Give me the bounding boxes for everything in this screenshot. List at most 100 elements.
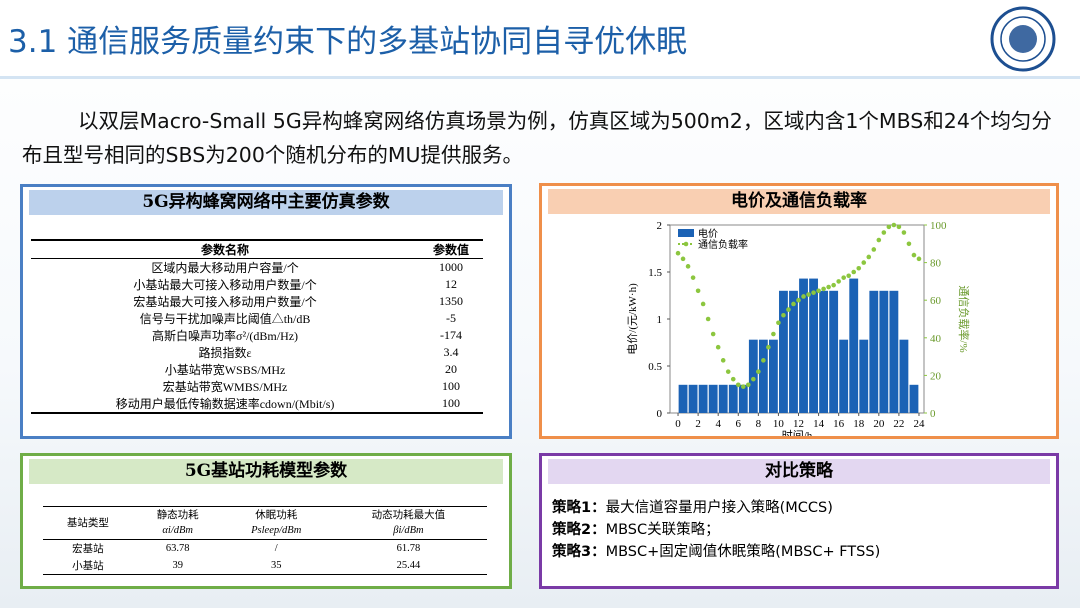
table-row: 移动用户最低传输数据速率cdown/(Mbit/s) 100 [31, 395, 483, 414]
x-tick-label: 22 [893, 418, 904, 430]
table-row: 宏基站 63.78 / 61.78 [43, 540, 487, 558]
line-point [836, 279, 841, 284]
line-point [746, 382, 751, 388]
line-point [756, 369, 761, 374]
line-point [685, 264, 691, 269]
header-text: 动态功耗最大值 [371, 510, 446, 521]
table-cell: 25.44 [329, 557, 487, 575]
line-point [766, 344, 771, 350]
header-row: 参数名称 参数值 [31, 239, 483, 259]
panel-title: 电价及通信负载率 [548, 189, 1050, 214]
table-cell: 宏基站最大可接入移动用户数量/个 [133, 295, 317, 309]
line-point [861, 260, 867, 265]
y-tick-label: 1 [657, 314, 663, 326]
bar [789, 290, 798, 413]
strategy-label: 策略2： [552, 522, 606, 538]
bar [688, 384, 698, 413]
table-cell: 3.4 [443, 345, 459, 359]
bar [678, 384, 688, 413]
table-cell: 39 [132, 557, 223, 575]
line-point [735, 382, 741, 388]
slide-title: 3.1 通信服务质量约束下的多基站协同自寻优休眠 [8, 24, 688, 60]
chart-panel: 电价及通信负载率 0 2 4 6 8 10 12 14 16 18 20 22 24 0 0.5 1 1.5 2 0… [539, 183, 1059, 439]
line-point [841, 275, 846, 280]
table-cell: 35 [222, 557, 330, 575]
line-point [776, 320, 781, 326]
bar [819, 290, 829, 413]
line-point [796, 297, 801, 303]
bar [768, 339, 778, 413]
bar [839, 339, 849, 413]
legend-swatch [683, 241, 689, 247]
table-cell: 移动用户最低传输数据速率cdown/(Mbit/s) [31, 395, 420, 414]
line-point [751, 376, 756, 382]
y2-tick-label: 0 [930, 408, 936, 420]
intro-text: 以双层Macro-Small 5G异构蜂窝网络仿真场景为例，仿真区域为500m2… [22, 109, 1052, 167]
bar [708, 384, 718, 413]
y-axis-title: 电价/(元/kW·h) [626, 283, 639, 355]
bar [718, 384, 728, 413]
header-cell: 动态功耗最大值 βi/dBm [329, 506, 487, 540]
line-point [866, 254, 872, 260]
strategy-item: 策略3：MBSC+固定阈值休眠策略(MBSC+ FTSS) [552, 540, 880, 561]
bar [738, 384, 748, 413]
table-cell: 小基站最大可接入移动用户数量/个 [133, 278, 317, 292]
line-point [801, 294, 806, 299]
legend-swatch [678, 229, 694, 237]
line-point [690, 275, 696, 280]
table-row: 区域内最大移动用户容量/个 1000 [31, 259, 483, 277]
header-cell: 参数值 [419, 239, 483, 259]
bar [809, 278, 818, 413]
x-tick-label: 8 [756, 418, 762, 430]
table-row: 宏基站带宽WMBS/MHz 100 [31, 378, 483, 395]
table-row: 信号与干扰加噪声比阈值△th/dB -5 [31, 310, 483, 327]
title-bar: 3.1 通信服务质量约束下的多基站协同自寻优休眠 [0, 0, 1080, 79]
chart: 0 2 4 6 8 10 12 14 16 18 20 22 2400.511.520204060801… [626, 220, 971, 436]
panel-title: 5G基站功耗模型参数 [29, 459, 503, 484]
table-cell: 61.78 [396, 543, 421, 554]
strategy-label: 策略3： [552, 544, 606, 560]
y2-axis-title: 通信负载率/% [957, 285, 971, 352]
line-point [911, 252, 917, 258]
x-tick-label: 14 [813, 418, 825, 430]
table-cell: 小基站 [43, 557, 133, 575]
x-tick-label: 4 [715, 418, 721, 430]
table-row: 路损指数ε 3.4 [31, 344, 483, 361]
bar [748, 339, 758, 413]
line-point [876, 237, 882, 243]
legend-label: 通信负载率 [698, 238, 748, 251]
line-point [906, 241, 912, 247]
x-tick-label: 10 [773, 418, 785, 430]
line-point [851, 269, 857, 275]
bar [889, 290, 899, 413]
y2-tick-label: 80 [930, 258, 942, 270]
header-cell: 基站类型 [43, 506, 133, 540]
line-point [675, 250, 681, 256]
line-point [761, 358, 766, 363]
bar [829, 290, 839, 413]
table-cell: 1000 [439, 260, 464, 274]
line-point [781, 312, 786, 318]
header-row: 基站类型 静态功耗 αi/dBm 休眠功耗 Psleep/dBm 动态功耗最大值 βi/dB… [43, 506, 487, 540]
header-text: 基站类型 [66, 517, 109, 529]
table-cell: 小基站带宽WSBS/MHz [164, 363, 286, 377]
header-cell: 参数名称 [31, 239, 420, 259]
table-cell: -174 [440, 328, 463, 342]
panel-title: 5G异构蜂窝网络中主要仿真参数 [29, 190, 503, 215]
strategy-text: MBSC关联策略； [605, 522, 720, 538]
line-point [831, 282, 836, 288]
line-point [896, 224, 902, 230]
table-cell: -5 [446, 311, 457, 325]
line-point [886, 224, 892, 230]
line-point [710, 331, 716, 337]
y-tick-label: 0 [657, 408, 663, 420]
line-point [771, 331, 776, 337]
header-text: 静态功耗 [156, 510, 199, 521]
bar [728, 384, 738, 413]
bar [698, 384, 708, 413]
y-tick-label: 1.5 [648, 267, 662, 279]
header-text: βi/dBm [393, 525, 424, 536]
bar [849, 278, 859, 413]
bar [859, 339, 869, 413]
params-table: 参数名称 参数值 区域内最大移动用户容量/个 1000 小基站最大可接入移动用户数量/个… [31, 239, 483, 414]
